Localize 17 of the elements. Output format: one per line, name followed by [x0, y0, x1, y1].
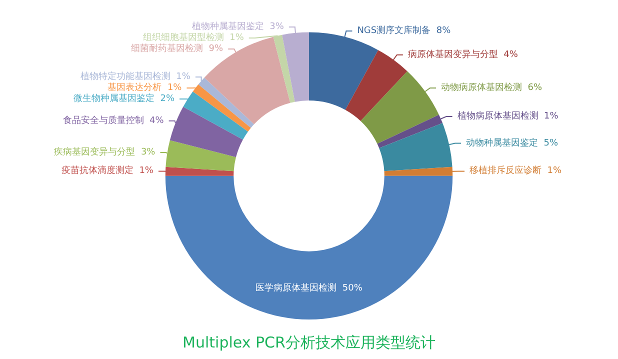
slice-label: 食品安全与质量控制 4%: [62, 114, 164, 126]
slice-label: 动物病原体基因检测 6%: [441, 82, 542, 93]
slice-label: 疫苗抗体滴度测定 1%: [61, 165, 154, 176]
slice-label: 动物种属基因鉴定 5%: [466, 137, 558, 148]
slice-label: 疾病基因变异与分型 3%: [54, 146, 156, 158]
slice-label: 微生物种属基因鉴定 2%: [74, 92, 175, 104]
text: Multiplex PCR分析技术应用类型统计: [182, 334, 436, 352]
slice-label: NGS测序文库制备 8%: [357, 25, 452, 36]
slice-label: 组织细胞基因型检测 1%: [142, 32, 244, 43]
slice-label: 基因表达分析 1%: [108, 82, 182, 93]
slice-label: 植物种属基因鉴定 3%: [192, 20, 284, 32]
slice-label: 医学病原体基因检测 50%: [256, 282, 363, 294]
slice-label: 移植排斥反应诊断 1%: [470, 165, 562, 176]
slice-label: 病原体基因变异与分型 4%: [408, 48, 518, 60]
slice-label: 植物特定功能基因检测 1%: [80, 70, 191, 82]
slice-label: 细菌耐药基因检测 9%: [131, 42, 224, 54]
slice-label: 植物病原体基因检测 1%: [457, 110, 559, 122]
